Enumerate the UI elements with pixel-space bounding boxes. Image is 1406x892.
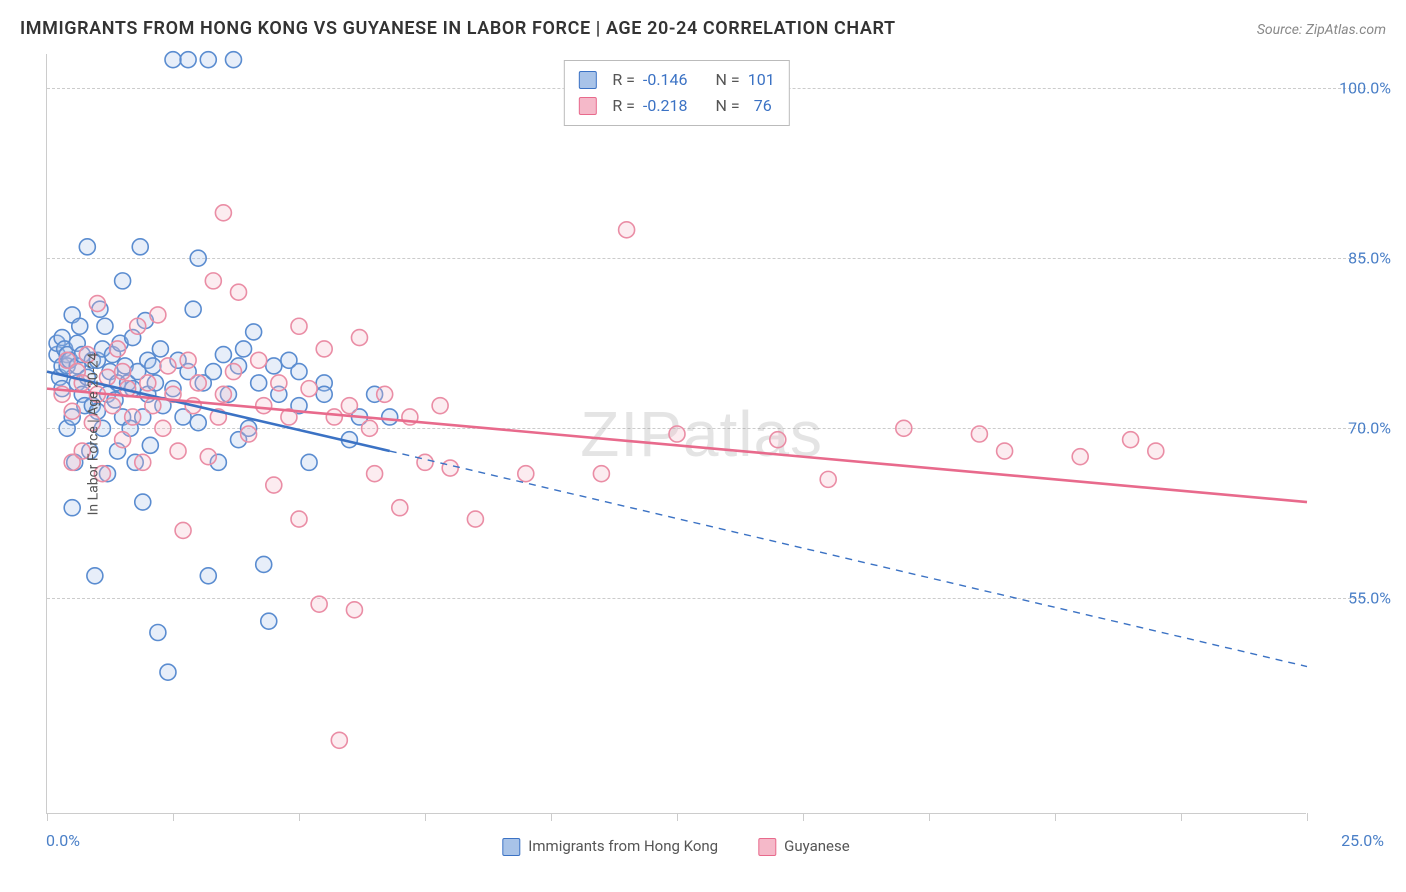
- swatch-hongkong-icon: [578, 71, 596, 89]
- swatch-guyanese-icon: [578, 97, 596, 115]
- n-label: N =: [716, 67, 740, 93]
- legend-label-gy: Guyanese: [784, 837, 850, 855]
- chart-container: 55.0%70.0%85.0%100.0% ZIPatlas R = -0.14…: [46, 54, 1306, 814]
- scatter-plot: [47, 54, 1306, 813]
- n-label: N =: [716, 93, 740, 119]
- xtick-label-min: 0.0%: [46, 831, 80, 850]
- source-name: ZipAtlas.com: [1306, 22, 1386, 38]
- n-value-gy: 76: [748, 93, 772, 119]
- source-prefix: Source:: [1257, 22, 1306, 38]
- legend-row-guyanese: R = -0.218 N = 76: [578, 93, 774, 119]
- plot-area: 55.0%70.0%85.0%100.0% ZIPatlas R = -0.14…: [46, 54, 1306, 814]
- ytick-label: 100.0%: [1311, 79, 1391, 98]
- swatch-guyanese-icon: [758, 838, 776, 856]
- source-attribution: Source: ZipAtlas.com: [1257, 22, 1386, 38]
- swatch-hongkong-icon: [502, 838, 520, 856]
- yaxis-label: In Labor Force | Age 20-24: [85, 353, 101, 516]
- r-label: R =: [612, 93, 635, 119]
- legend-row-hk: R = -0.146 N = 101: [578, 67, 774, 93]
- legend-label-hk: Immigrants from Hong Kong: [528, 837, 718, 855]
- r-label: R =: [612, 67, 635, 93]
- chart-title: IMMIGRANTS FROM HONG KONG VS GUYANESE IN…: [20, 18, 896, 39]
- legend-item-gy: Guyanese: [758, 837, 850, 856]
- ytick-label: 70.0%: [1311, 419, 1391, 438]
- r-value-hk: -0.146: [643, 67, 688, 93]
- ytick-label: 55.0%: [1311, 589, 1391, 608]
- ytick-label: 85.0%: [1311, 249, 1391, 268]
- xtick-label-max: 25.0%: [1341, 831, 1384, 850]
- r-value-gy: -0.218: [643, 93, 688, 119]
- legend-item-hk: Immigrants from Hong Kong: [502, 837, 718, 856]
- series-legend: Immigrants from Hong Kong Guyanese: [502, 837, 849, 856]
- correlation-legend: R = -0.146 N = 101 R = -0.218 N = 76: [563, 60, 789, 126]
- n-value-hk: 101: [748, 67, 775, 93]
- header: IMMIGRANTS FROM HONG KONG VS GUYANESE IN…: [20, 18, 1386, 39]
